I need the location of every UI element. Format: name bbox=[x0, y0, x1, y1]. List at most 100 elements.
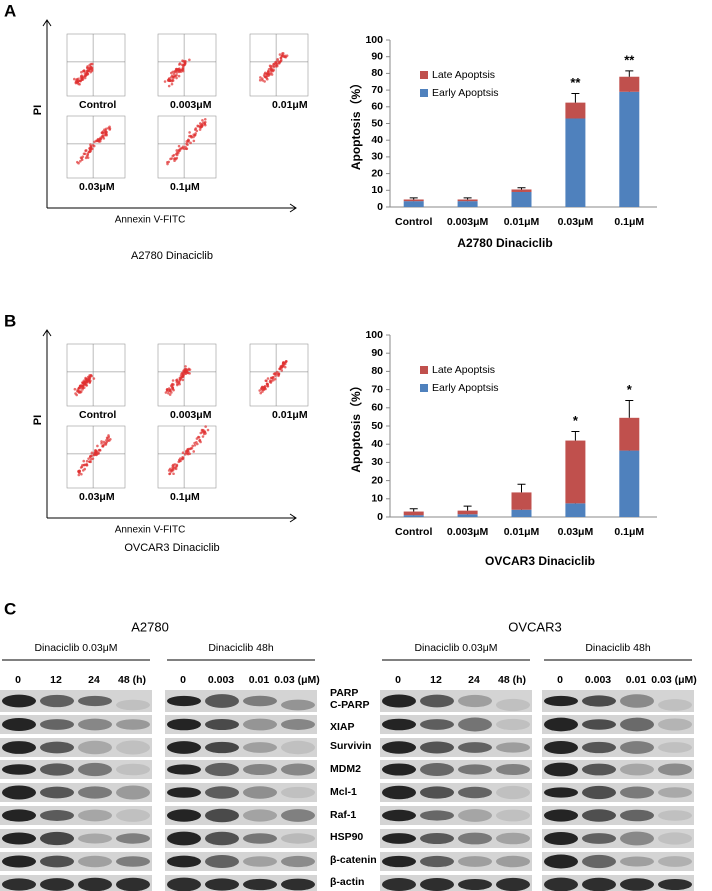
flow-event bbox=[188, 368, 192, 371]
significance: * bbox=[627, 382, 633, 397]
lane-label: 0 bbox=[557, 674, 563, 686]
blot-band bbox=[243, 763, 277, 776]
blot-band bbox=[544, 740, 578, 755]
lane-label: 48 (h) bbox=[118, 674, 146, 686]
blot-strip bbox=[0, 852, 152, 871]
blot-band bbox=[2, 718, 36, 731]
protein-label: HSP90 bbox=[330, 831, 363, 843]
protein-label: β-actin bbox=[330, 876, 364, 888]
flow-event bbox=[77, 386, 81, 390]
flow-plot bbox=[66, 33, 126, 97]
flow-event bbox=[173, 463, 177, 466]
blot-band bbox=[243, 833, 277, 844]
blot-strip bbox=[165, 738, 317, 757]
blot-band bbox=[40, 786, 74, 799]
blot-band bbox=[78, 855, 112, 868]
blot-strip bbox=[542, 829, 694, 848]
flow-event bbox=[79, 390, 83, 393]
lane-label: 0 bbox=[15, 674, 21, 686]
flow-event bbox=[188, 58, 191, 62]
flow-event bbox=[77, 473, 81, 477]
blot-strip bbox=[165, 806, 317, 825]
blot-band bbox=[458, 856, 492, 867]
flow-event bbox=[83, 467, 87, 471]
flow-event bbox=[175, 149, 179, 152]
flow-event bbox=[83, 69, 86, 73]
flow-event bbox=[182, 373, 185, 377]
blot-strip bbox=[165, 875, 317, 891]
blot-band bbox=[544, 854, 578, 869]
x-axis-title: A2780 Dinaciclib bbox=[457, 236, 552, 250]
arrow bbox=[289, 203, 297, 213]
x-axis-title: OVCAR3 Dinaciclib bbox=[485, 554, 595, 568]
flow-event bbox=[163, 80, 167, 83]
flow-event bbox=[92, 377, 96, 380]
flow-event bbox=[84, 149, 88, 152]
flow-event bbox=[104, 133, 108, 136]
blot-band bbox=[40, 741, 74, 754]
flow-event bbox=[96, 138, 100, 142]
flow-event bbox=[100, 135, 104, 138]
significance: * bbox=[573, 413, 579, 428]
flow-event bbox=[203, 430, 206, 433]
flow-event bbox=[88, 63, 92, 67]
blot-band bbox=[281, 833, 315, 844]
blot-band bbox=[458, 878, 492, 891]
condition-label: 0.03μM bbox=[79, 181, 115, 193]
flow-event bbox=[202, 432, 206, 436]
flow-event bbox=[269, 69, 273, 73]
blot-band bbox=[40, 831, 74, 846]
flow-event bbox=[183, 367, 187, 371]
condition-label: Control bbox=[79, 99, 116, 111]
cell-line: A2780 bbox=[131, 619, 169, 634]
flow-event bbox=[82, 152, 86, 156]
blot-band bbox=[167, 695, 201, 707]
flow-event bbox=[199, 440, 202, 444]
blot-band bbox=[658, 878, 692, 891]
flow-event bbox=[106, 437, 109, 440]
blot-strip bbox=[0, 875, 152, 891]
flow-event bbox=[170, 391, 173, 394]
flow-event bbox=[201, 435, 205, 438]
blot-band bbox=[544, 809, 578, 822]
blot-band bbox=[658, 699, 692, 711]
x-tick-label: 0.003μM bbox=[447, 526, 489, 538]
blot-band bbox=[458, 694, 492, 708]
flow-event bbox=[201, 118, 204, 122]
flow-event bbox=[171, 469, 175, 472]
flow-event bbox=[80, 472, 83, 476]
blot-band bbox=[382, 878, 416, 891]
blot-band bbox=[544, 717, 578, 732]
blot-strip bbox=[0, 690, 152, 712]
error-bar bbox=[463, 197, 472, 200]
blot-band bbox=[458, 832, 492, 845]
flow-event bbox=[265, 379, 268, 383]
lane-label: 0.003 bbox=[208, 674, 234, 686]
blot-band bbox=[205, 694, 239, 708]
flow-event bbox=[178, 63, 181, 66]
flow-event bbox=[258, 389, 262, 392]
blot-band bbox=[205, 786, 239, 799]
flow-event bbox=[103, 128, 106, 132]
flow-event bbox=[192, 450, 196, 453]
flow-event bbox=[187, 139, 191, 142]
blot-band bbox=[620, 809, 654, 822]
flow-event bbox=[175, 76, 178, 80]
bar-segment bbox=[511, 191, 532, 207]
legend-label: Late Apoptsis bbox=[432, 69, 495, 81]
flow-event bbox=[282, 363, 286, 367]
blot-band bbox=[116, 856, 150, 867]
flow-event bbox=[278, 60, 281, 64]
flow-event bbox=[173, 159, 176, 163]
blot-band bbox=[205, 831, 239, 846]
flow-event bbox=[276, 372, 279, 376]
flow-event bbox=[90, 451, 94, 455]
y-axis-label: PI bbox=[32, 415, 44, 425]
y-tick-label: 20 bbox=[371, 167, 383, 179]
blot-band bbox=[582, 809, 616, 822]
flow-event bbox=[177, 149, 181, 153]
blot-strip bbox=[542, 783, 694, 802]
flow-event bbox=[264, 75, 267, 79]
flow-event bbox=[179, 377, 182, 380]
flow-event bbox=[181, 66, 185, 69]
